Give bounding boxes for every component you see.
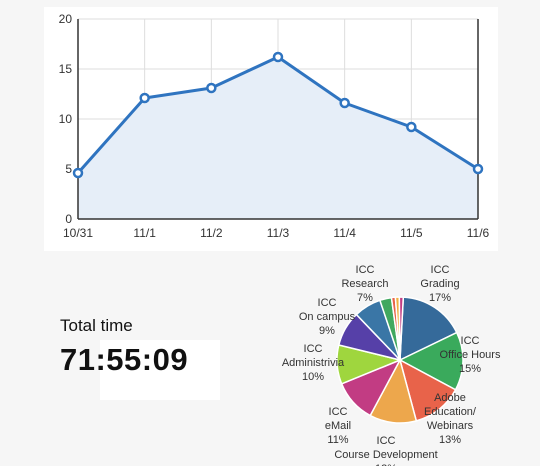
area-fill (78, 57, 478, 219)
x-tick-label: 11/1 (133, 226, 156, 240)
daily-hours-chart-panel: 0 5 10 15 20 10/31 11/1 11/2 11/3 11/4 11/5 11/6 (44, 7, 498, 251)
x-tick-label: 11/5 (400, 226, 423, 240)
pie-slice-label: Adobe Education/Webinars 13% (424, 392, 477, 446)
y-tick-label: 0 (65, 212, 72, 226)
pie-slice (399, 296, 458, 362)
data-point (339, 97, 350, 109)
x-tick-label: 11/4 (333, 226, 356, 240)
pie-slice (398, 296, 405, 361)
x-tick-label: 10/31 (63, 226, 93, 240)
y-tick-label: 20 (59, 12, 73, 26)
data-point (272, 51, 284, 63)
data-point (139, 92, 150, 104)
x-tick-label: 11/6 (467, 226, 490, 240)
pie-slice-label: ICC Administrivia 10% (282, 343, 345, 383)
total-time-value-box (100, 340, 220, 400)
x-tick-label: 11/2 (200, 226, 223, 240)
time-breakdown-pie-chart: ICC Grading 17% ICC Office Hours 15% Adobe Educ… (282, 264, 501, 466)
pie-slice-label: ICC On campus 9% (299, 297, 356, 337)
pie-slice (398, 331, 464, 391)
total-time-widget: Total time 71:55:09 (50, 310, 220, 400)
x-tick-label: 11/3 (267, 226, 290, 240)
pie-slice-label: ICC eMail 11% (325, 406, 351, 446)
y-tick-label: 15 (59, 62, 73, 76)
y-tick-label: 5 (65, 162, 72, 176)
pie-slice-label: ICC Grading 17% (420, 264, 459, 304)
data-point (72, 167, 84, 179)
daily-hours-line-chart: 0 5 10 15 20 10/31 11/1 11/2 11/3 11/4 11/5 11/6 (59, 12, 490, 240)
total-time-value: 71:55:09 (60, 342, 189, 377)
total-time-label: Total time (60, 316, 133, 335)
y-tick-label: 10 (59, 112, 73, 126)
data-point (206, 82, 217, 94)
pie-slice-label: ICC Research 7% (341, 264, 388, 304)
pie-slice-label: ICC Office Hours 15% (440, 335, 501, 375)
data-point (406, 121, 417, 133)
data-point (472, 163, 484, 175)
